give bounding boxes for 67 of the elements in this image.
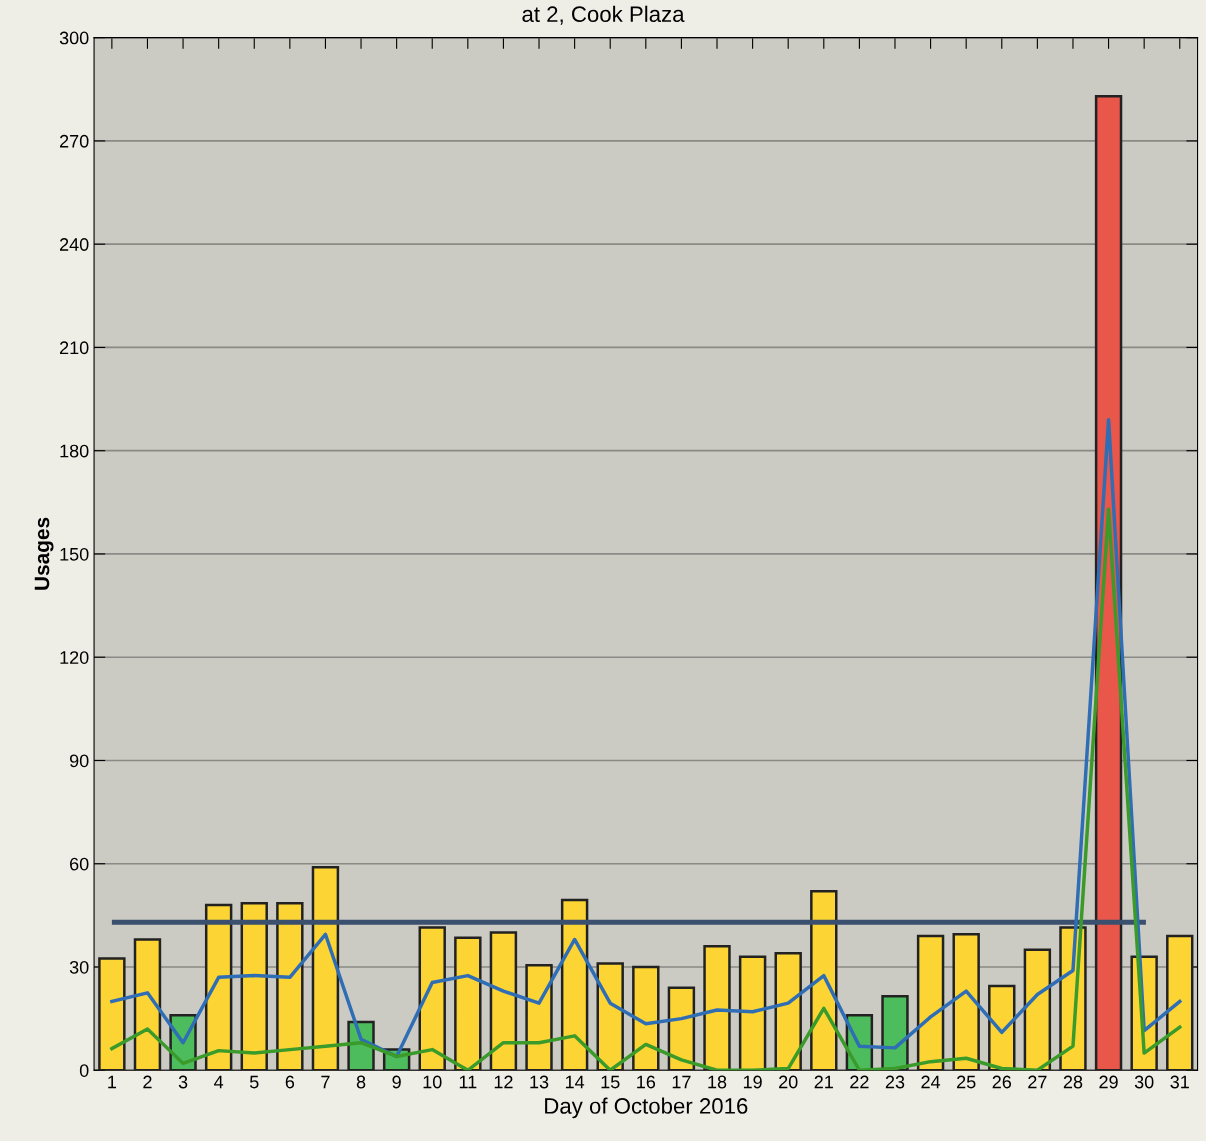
y-axis-title: Usages	[34, 517, 54, 590]
bar	[1023, 948, 1052, 1071]
chart-title: at 2, Cook Plaza	[522, 5, 685, 25]
bar	[204, 903, 233, 1071]
bar	[916, 934, 945, 1071]
x-tick-label: 3	[178, 1075, 188, 1089]
x-tick-label: 2	[143, 1075, 152, 1089]
bar	[276, 902, 304, 1071]
x-axis-title: Day of October 2016	[545, 1097, 748, 1119]
x-tick-label: 27	[1028, 1075, 1047, 1089]
x-tick-label: 1	[108, 1075, 117, 1089]
x-tick-label: 22	[850, 1075, 869, 1089]
bar	[560, 898, 589, 1071]
x-tick-label: 9	[392, 1075, 401, 1089]
x-tick-label: 14	[565, 1075, 585, 1089]
y-tick-label: 210	[59, 341, 89, 355]
y-tick-label: 270	[59, 134, 89, 148]
x-tick-label: 18	[708, 1075, 727, 1089]
y-tick-label: 60	[70, 857, 89, 871]
x-tick-label: 16	[637, 1075, 656, 1089]
x-tick-label: 17	[672, 1075, 691, 1089]
line-series	[110, 507, 1182, 1071]
x-tick-label: 25	[957, 1075, 976, 1089]
bar	[1166, 934, 1194, 1071]
bar	[703, 945, 731, 1071]
x-tick-label: 21	[814, 1075, 833, 1089]
x-tick-label: 4	[214, 1075, 224, 1089]
x-tick-label: 13	[530, 1075, 549, 1089]
bar	[952, 933, 980, 1071]
x-tick-label: 24	[921, 1075, 941, 1089]
y-tick-label: 120	[60, 651, 89, 664]
x-tick-label: 10	[423, 1075, 442, 1089]
bar	[133, 938, 162, 1071]
x-tick-label: 11	[459, 1075, 477, 1089]
y-tick-label: 30	[69, 960, 89, 974]
bar	[667, 986, 696, 1071]
x-tick-label: 7	[321, 1075, 330, 1089]
y-tick-label: 180	[60, 444, 89, 458]
x-tick-label: 6	[285, 1075, 295, 1089]
bar	[418, 926, 446, 1071]
x-tick-label: 29	[1099, 1075, 1118, 1089]
bar	[240, 902, 268, 1071]
x-tick-label: 19	[743, 1075, 762, 1089]
x-tick-label: 28	[1063, 1075, 1083, 1089]
bar	[774, 951, 802, 1071]
y-tick-label: 300	[59, 31, 89, 45]
bar	[632, 965, 660, 1071]
bar	[489, 931, 518, 1071]
bar	[738, 955, 767, 1071]
x-tick-label: 12	[494, 1075, 513, 1089]
bar	[596, 962, 624, 1071]
y-tick-label: 90	[69, 754, 89, 768]
x-tick-label: 20	[779, 1075, 798, 1089]
x-tick-label: 5	[249, 1075, 259, 1089]
x-tick-label: 26	[992, 1075, 1012, 1089]
x-tick-label: 23	[885, 1075, 905, 1089]
y-tick-label: 0	[79, 1064, 89, 1077]
x-tick-label: 31	[1170, 1075, 1189, 1089]
x-tick-label: 30	[1134, 1075, 1154, 1089]
bar	[98, 957, 126, 1071]
y-tick-label: 240	[59, 238, 89, 251]
bar	[454, 936, 482, 1071]
x-tick-label: 8	[356, 1075, 366, 1089]
y-tick-label: 150	[60, 547, 89, 561]
bar	[311, 865, 340, 1071]
bar	[525, 964, 553, 1071]
x-tick-label: 15	[601, 1075, 620, 1089]
